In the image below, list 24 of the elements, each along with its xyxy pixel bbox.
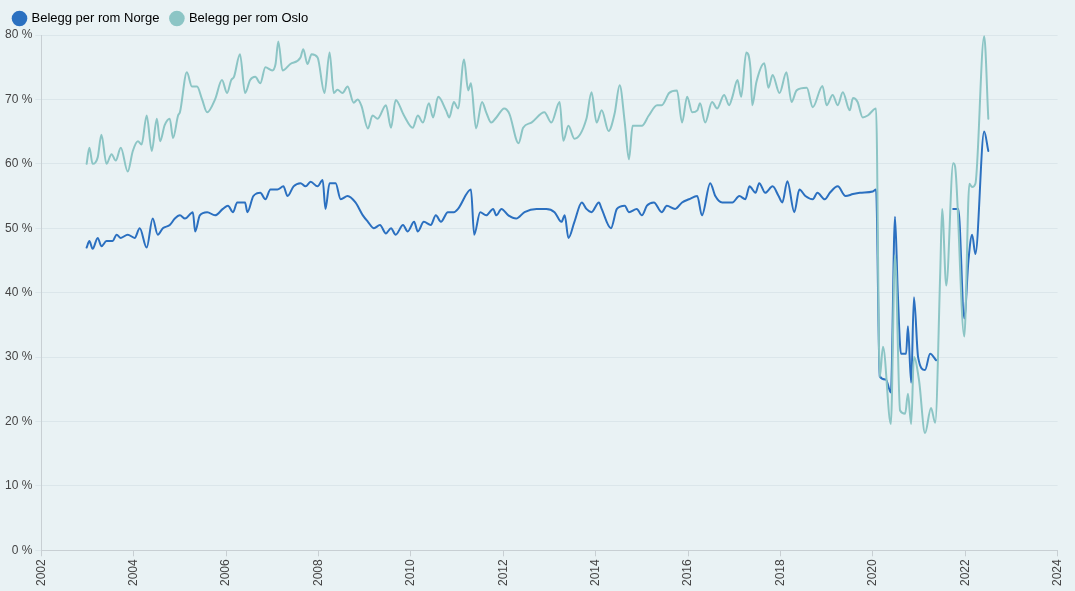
x-tick-label: 2018 [772,558,787,587]
legend-label: Belegg per rom Oslo [188,10,309,26]
line-series [85,35,990,435]
x-tick-label: 2022 [957,558,972,587]
x-tick-label: 2012 [495,558,510,587]
legend-label: Belegg per rom Norge [31,10,160,26]
y-tick-label: 40 % [4,284,33,299]
y-tick-label: 80 % [4,27,33,42]
x-tick-label: 2008 [310,558,325,587]
y-tick-label: 10 % [4,478,33,493]
y-tick-label: 50 % [4,220,33,235]
y-tick-label: 70 % [4,91,33,106]
x-tick-label: 2002 [33,558,48,587]
y-tick-label: 20 % [4,413,33,428]
y-tick-label: 30 % [4,349,33,364]
x-tick-label: 2010 [403,558,418,587]
x-tick-label: 2014 [587,558,602,587]
y-tick-label: 60 % [4,156,33,171]
x-tick-label: 2004 [126,558,141,587]
x-tick-label: 2020 [865,558,880,587]
x-tick-label: 2024 [1049,558,1064,587]
x-tick-label: 2016 [680,558,695,587]
y-tick-label: 0 % [11,542,33,557]
x-tick-label: 2006 [218,558,233,587]
